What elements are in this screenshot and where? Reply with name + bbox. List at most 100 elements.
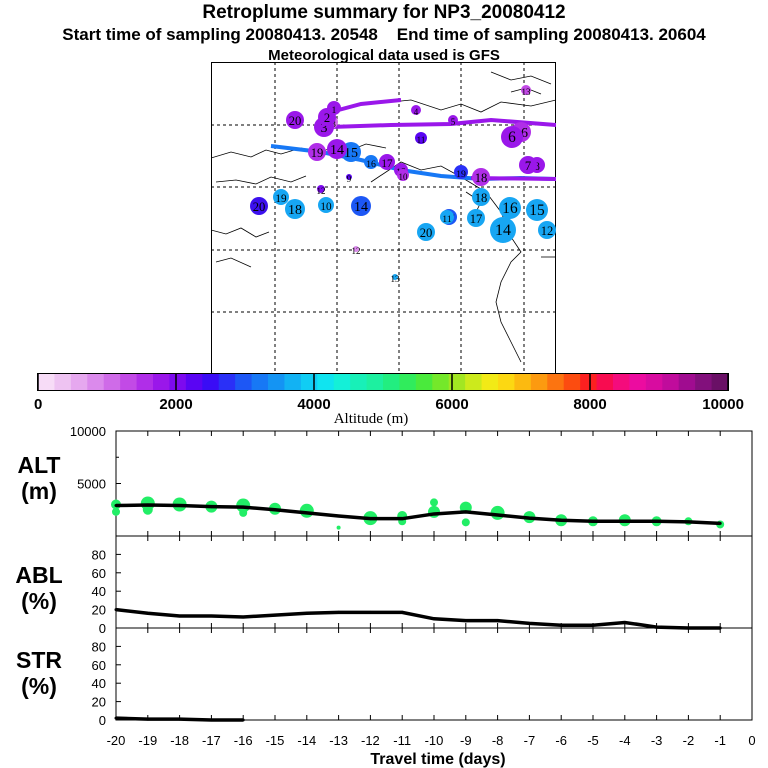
- map-marker-dot: [353, 246, 359, 252]
- map-marker-18: 18: [285, 199, 305, 219]
- map-marker-12: 12: [352, 246, 361, 256]
- map-marker-dot: [327, 101, 341, 115]
- start-time: Start time of sampling 20080413. 20548: [62, 25, 378, 44]
- series-point: [464, 619, 468, 623]
- str-unit: (%): [21, 673, 57, 699]
- map-marker-dot: [467, 209, 485, 227]
- map-marker-dot: [411, 105, 421, 115]
- map-marker-14: 14: [351, 196, 371, 216]
- map-marker-12: 12: [538, 221, 556, 239]
- colorbar-cell: [678, 374, 696, 390]
- map-marker-label: 12: [541, 224, 554, 238]
- map-marker-label: 15: [344, 146, 358, 161]
- colorbar-tick-label: 4000: [297, 396, 330, 413]
- colorbar-cell: [432, 374, 450, 390]
- map-marker-11: 11: [415, 132, 427, 145]
- map-marker-1: 1: [327, 101, 341, 116]
- map-marker-18: 18: [472, 168, 490, 186]
- colorbar-cell: [185, 374, 203, 390]
- map-marker-19: 19: [273, 189, 289, 205]
- map-marker-label: 15: [529, 202, 545, 219]
- series-point: [178, 717, 182, 721]
- x-tick-label: 0: [748, 733, 755, 748]
- map-marker-17: 17: [467, 209, 485, 227]
- x-tick-label: -9: [460, 733, 472, 748]
- map-marker-dot: [397, 169, 409, 181]
- map-marker-label: 18: [475, 171, 488, 185]
- map-marker-label: 18: [288, 203, 302, 218]
- colorbar-cell: [251, 374, 269, 390]
- map-marker-dot: [415, 132, 427, 144]
- colorbar-tick-label: 8000: [573, 396, 606, 413]
- map-marker-20: 20: [417, 223, 435, 241]
- x-tick-label: -13: [329, 733, 348, 748]
- map-marker-dot: [454, 165, 468, 179]
- map-marker-dot: [308, 143, 326, 161]
- map-marker-label: 14: [330, 143, 344, 158]
- x-tick-label: -2: [683, 733, 695, 748]
- y-tick-label: 60: [92, 658, 106, 673]
- series-point: [273, 613, 277, 617]
- alt-unit: (m): [21, 478, 57, 504]
- map-marker-dot: [499, 197, 521, 219]
- map-marker-label: 8: [534, 161, 540, 173]
- map-marker-dot: [379, 154, 395, 170]
- trajectory-purple-top: [330, 98, 402, 114]
- map-marker-label: 13: [522, 87, 532, 97]
- colorbar-cell: [695, 374, 713, 390]
- map-marker-dot: [472, 188, 490, 206]
- series-point: [146, 611, 150, 615]
- map-marker-label: 9: [347, 174, 352, 184]
- series-point: [337, 610, 341, 614]
- series-point: [432, 512, 436, 516]
- abl-unit: (%): [21, 588, 57, 614]
- map-marker-label: 13: [391, 274, 401, 284]
- map-marker-19: 19: [308, 143, 326, 161]
- map-marker-dot: [364, 155, 378, 169]
- x-tick-label: -15: [266, 733, 285, 748]
- map-marker-14: 14: [327, 139, 347, 159]
- x-tick-label: -17: [202, 733, 221, 748]
- x-tick-label: -10: [425, 733, 444, 748]
- series-point: [241, 505, 245, 509]
- map-marker-dot: [472, 168, 490, 186]
- colorbar-cell: [448, 374, 466, 390]
- y-tick-label: 5000: [77, 477, 106, 492]
- map-marker-dot: [519, 156, 537, 174]
- map-marker-label: 12: [317, 186, 326, 196]
- series-point: [623, 519, 627, 523]
- map-marker-label: 2: [324, 111, 330, 125]
- colorbar-cell: [465, 374, 483, 390]
- map-marker-label: 20: [420, 226, 433, 240]
- panel-frame: [115, 535, 753, 629]
- series-point: [305, 611, 309, 615]
- series-point: [655, 519, 659, 523]
- colorbar-cell: [87, 374, 105, 390]
- map-marker-dot: [501, 126, 523, 148]
- series-line: [115, 503, 721, 526]
- map-marker-20: 20: [286, 111, 304, 129]
- colorbar-cell: [596, 374, 614, 390]
- y-tick-label: 0: [99, 621, 106, 636]
- alt-label: ALT: [17, 452, 61, 478]
- x-tick-label: -12: [361, 733, 380, 748]
- series-point: [464, 510, 468, 514]
- map-marker-dot: [526, 199, 548, 221]
- map-marker-label: 16: [502, 200, 518, 217]
- map-marker-dot: [392, 274, 398, 280]
- y-tick-label: 40: [92, 676, 106, 691]
- y-tick-label: 10000: [70, 424, 106, 439]
- map-marker-label: 19: [275, 193, 287, 205]
- map-marker-14: 14: [490, 217, 516, 243]
- map-marker-dot: [327, 139, 347, 159]
- colorbar-cell: [563, 374, 581, 390]
- series-point: [178, 504, 182, 508]
- map-marker-4: 4: [411, 105, 421, 117]
- y-tick-label: 80: [92, 639, 106, 654]
- series-point: [432, 617, 436, 621]
- series-point: [718, 521, 722, 525]
- map-marker-label: 1: [332, 105, 337, 116]
- x-tick-label: -8: [492, 733, 504, 748]
- x-tick-label: -7: [524, 733, 536, 748]
- series-point: [496, 619, 500, 623]
